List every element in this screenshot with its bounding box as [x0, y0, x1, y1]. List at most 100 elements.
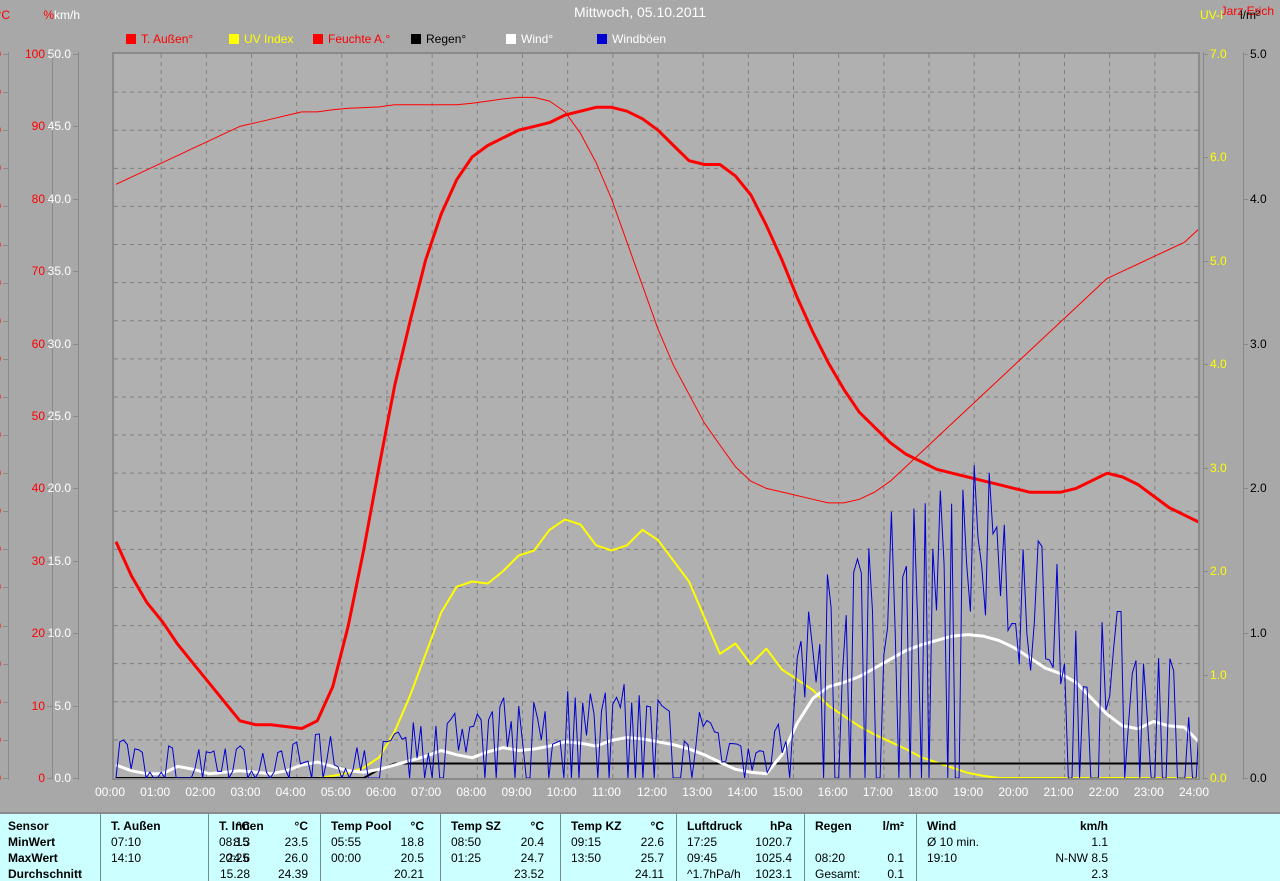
table-cell: 15.28 [219, 867, 250, 881]
table-cell: 14:10 [111, 851, 142, 865]
axis-tick-label: 15.0 [47, 553, 71, 568]
page-title: Mittwoch, 05.10.2011 [573, 4, 707, 20]
table-cell: 05:55 [331, 835, 362, 849]
axis-tick-label: 0.0 [1210, 771, 1227, 785]
axis-tick-label: 10.0 [0, 658, 1, 670]
axis-tick [73, 271, 78, 273]
x-axis-label: 01:00 [140, 785, 171, 799]
axis-tick-label: 24.0 [0, 124, 1, 136]
table-header-cell: km/h [1079, 819, 1108, 833]
legend-item-1[interactable]: T. Außen° [126, 31, 193, 46]
axis-tick [3, 778, 8, 779]
table-header-cell: Temp KZ [571, 819, 622, 833]
axis-tick [3, 168, 8, 170]
axis-tick-label: 10 [31, 698, 45, 713]
table-cell: 23.52 [513, 867, 544, 881]
axis-unit-uv-index: UV-I [1200, 8, 1224, 22]
table-cell: 1.1 [1091, 835, 1108, 849]
table-column-t-aussen: T. Außen °C 07:10 8.3 14:10 24.6 15.28 [100, 814, 258, 881]
axis-tick-label: 23.0 [0, 162, 1, 174]
series-feuchte-a [115, 96, 1198, 504]
table-cell: 24.6 [226, 851, 250, 865]
axis-tick [73, 560, 78, 562]
table-cell: 1023.1 [755, 867, 792, 881]
table-column-regen: Regen l/m² 08:20 0.1 Gesamt: 0.1 [804, 814, 912, 881]
axis-tick [3, 130, 8, 132]
axis-tick [1243, 488, 1248, 490]
axis-tick-label: 70 [31, 264, 45, 279]
legend-item-5[interactable]: Wind° [506, 31, 553, 46]
legend-item-2[interactable]: UV Index [229, 31, 293, 46]
x-axis-label: 04:00 [275, 785, 306, 799]
axis-tick [1243, 633, 1248, 635]
axis-tick [3, 663, 8, 665]
axis-tick [47, 126, 52, 128]
legend-item-6[interactable]: Windböen [597, 31, 666, 46]
axis-tick [3, 473, 8, 475]
axis-tick [1203, 674, 1208, 676]
axis-tick [3, 701, 8, 703]
table-cell: 08:15 [219, 835, 250, 849]
grid-lines [114, 54, 1198, 778]
table-column-temp-sz: Temp SZ °C 08:50 20.4 01:25 24.7 23.52 [440, 814, 552, 881]
table-column-temp-kz: Temp KZ °C 09:15 22.6 13:50 25.7 24.11 [560, 814, 672, 881]
axis-tick [3, 244, 8, 246]
axis-tick [3, 625, 8, 627]
axis-tick-label: 80 [31, 191, 45, 206]
series-t-au-en [114, 105, 1198, 730]
legend-swatch-icon [411, 33, 421, 44]
axis-tick [3, 511, 8, 513]
axis-tick-label: 19.0 [0, 315, 1, 327]
axis-tick [1203, 778, 1208, 779]
table-cell: 18.8 [400, 835, 424, 849]
axis-tick-label: 25.0 [0, 86, 1, 98]
table-cell: 09:45 [687, 851, 718, 865]
axis-tick-label: 20.0 [47, 481, 71, 496]
legend-item-4[interactable]: Regen° [411, 31, 466, 46]
axis-line [52, 52, 53, 780]
table-header-cell: °C [236, 819, 250, 833]
axis-tick [1203, 364, 1208, 366]
axis-tick-label: 1.0 [1250, 626, 1267, 641]
series-uv-index [116, 518, 1198, 778]
axis-tick [47, 560, 52, 562]
table-header-cell: T. Außen [111, 819, 161, 833]
x-axis-label: 05:00 [320, 785, 351, 799]
axis-tick-label: 26.0 [0, 48, 1, 60]
table-cell: 24.7 [520, 851, 544, 865]
table-cell: 1020.7 [755, 835, 792, 849]
x-axis-label: 16:00 [817, 785, 848, 799]
x-axis-label: 10:00 [546, 785, 577, 799]
axis-line [78, 52, 79, 780]
x-axis-label: 15:00 [772, 785, 803, 799]
axis-unit-temp-c: °C [0, 8, 10, 22]
axis-tick-label: 5.0 [1250, 47, 1267, 61]
axis-tick [3, 435, 8, 437]
axis-tick [3, 396, 8, 398]
axis-tick [1203, 260, 1208, 262]
axis-tick [3, 320, 8, 322]
x-axis-label: 12:00 [637, 785, 668, 799]
table-header-cell: l/m² [882, 819, 904, 833]
axis-tick-label: 35.0 [47, 264, 71, 279]
axis-tick [3, 206, 8, 208]
x-axis-label: 08:00 [456, 785, 487, 799]
axis-tick [73, 126, 78, 128]
table-cell: 0.1 [887, 851, 904, 865]
x-axis-label: 02:00 [185, 785, 216, 799]
axis-tick-label: 20.0 [0, 277, 1, 289]
axis-line [8, 52, 9, 780]
x-axis-label: 23:00 [1133, 785, 1164, 799]
table-column-luftdruck: Luftdruck hPa 17:25 1020.7 09:45 1025.4 ^1.7hP… [676, 814, 800, 881]
table-cell: 8.3 [233, 835, 250, 849]
axis-unit-humidity-percent: % [43, 8, 54, 22]
axis-tick-label: 0 [38, 771, 45, 785]
axis-tick-label: 2.0 [1250, 481, 1267, 496]
legend-item-3[interactable]: Feuchte A.° [313, 31, 390, 46]
axis-tick [47, 416, 52, 417]
axis-tick [1203, 571, 1208, 573]
axis-tick-label: 8.0 [0, 734, 1, 746]
x-axis-label: 14:00 [727, 785, 758, 799]
axis-tick [3, 92, 8, 94]
plot-area[interactable] [112, 52, 1200, 780]
